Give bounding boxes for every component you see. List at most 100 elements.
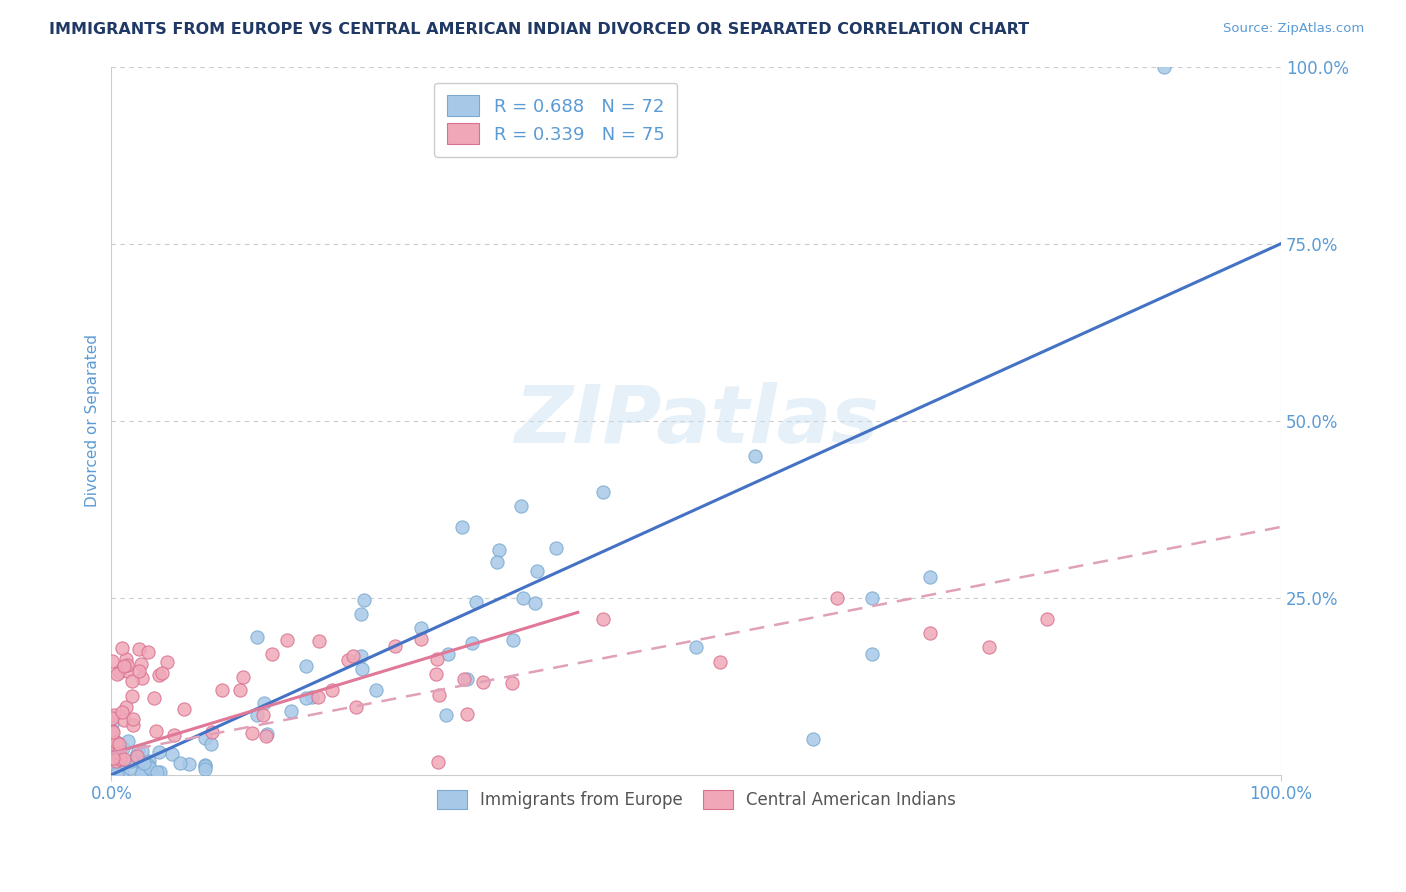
Point: [301, 690, 323, 705]
Point: [744, 449, 766, 463]
Point: [104, 737, 127, 751]
Point: [501, 676, 523, 690]
Point: [1036, 612, 1059, 626]
Point: [131, 744, 153, 758]
Point: [592, 612, 614, 626]
Point: [146, 764, 169, 779]
Point: [801, 732, 824, 747]
Point: [104, 734, 127, 748]
Point: [592, 484, 614, 499]
Point: [100, 759, 122, 773]
Point: [131, 757, 153, 772]
Point: [509, 499, 531, 513]
Point: [112, 714, 135, 728]
Point: [456, 672, 478, 686]
Point: [350, 649, 373, 664]
Point: [460, 636, 482, 650]
Point: [337, 653, 360, 667]
Point: [105, 667, 128, 681]
Point: [194, 758, 217, 772]
Point: [148, 745, 170, 759]
Point: [860, 648, 883, 662]
Point: [256, 727, 278, 741]
Point: [685, 640, 707, 655]
Text: ZIPatlas: ZIPatlas: [513, 382, 879, 459]
Point: [112, 752, 135, 766]
Point: [352, 662, 374, 676]
Point: [472, 675, 495, 690]
Point: [1153, 60, 1175, 74]
Point: [138, 761, 160, 775]
Point: [253, 696, 276, 710]
Point: [129, 657, 152, 671]
Point: [100, 654, 122, 668]
Point: [384, 639, 406, 653]
Point: [138, 758, 160, 772]
Point: [294, 659, 316, 673]
Point: [488, 542, 510, 557]
Point: [115, 657, 138, 672]
Point: [105, 765, 128, 780]
Point: [107, 736, 129, 750]
Text: IMMIGRANTS FROM EUROPE VS CENTRAL AMERICAN INDIAN DIVORCED OR SEPARATED CORRELAT: IMMIGRANTS FROM EUROPE VS CENTRAL AMERIC…: [49, 22, 1029, 37]
Point: [427, 756, 450, 770]
Point: [101, 723, 124, 738]
Point: [121, 673, 143, 688]
Point: [321, 683, 343, 698]
Point: [108, 746, 131, 760]
Point: [200, 737, 222, 751]
Point: [350, 607, 373, 621]
Point: [544, 541, 567, 556]
Point: [120, 754, 142, 768]
Point: [344, 700, 367, 714]
Point: [111, 755, 134, 769]
Point: [117, 733, 139, 747]
Legend: Immigrants from Europe, Central American Indians: Immigrants from Europe, Central American…: [430, 783, 963, 816]
Point: [111, 741, 134, 756]
Point: [114, 700, 136, 714]
Point: [308, 633, 330, 648]
Point: [105, 767, 128, 781]
Point: [122, 718, 145, 732]
Point: [246, 630, 269, 644]
Point: [103, 708, 125, 723]
Point: [201, 725, 224, 739]
Point: [451, 520, 474, 534]
Point: [364, 682, 387, 697]
Point: [254, 729, 277, 743]
Point: [526, 564, 548, 578]
Point: [122, 712, 145, 726]
Point: [131, 765, 153, 780]
Point: [194, 731, 217, 745]
Point: [125, 749, 148, 764]
Point: [512, 591, 534, 605]
Point: [101, 751, 124, 765]
Point: [108, 752, 131, 766]
Point: [709, 655, 731, 669]
Point: [860, 591, 883, 605]
Point: [148, 667, 170, 681]
Point: [464, 595, 486, 609]
Point: [453, 672, 475, 686]
Point: [128, 664, 150, 678]
Point: [145, 723, 167, 738]
Point: [232, 670, 254, 684]
Point: [920, 569, 942, 583]
Y-axis label: Divorced or Separated: Divorced or Separated: [86, 334, 100, 508]
Point: [101, 711, 124, 725]
Point: [825, 591, 848, 605]
Point: [115, 664, 138, 678]
Point: [353, 592, 375, 607]
Point: [111, 705, 134, 719]
Point: [150, 665, 173, 680]
Point: [115, 652, 138, 666]
Point: [426, 652, 449, 666]
Point: [276, 632, 298, 647]
Point: [252, 708, 274, 723]
Point: [136, 645, 159, 659]
Point: [434, 708, 457, 723]
Point: [131, 764, 153, 779]
Point: [143, 690, 166, 705]
Point: [149, 765, 172, 780]
Point: [229, 682, 252, 697]
